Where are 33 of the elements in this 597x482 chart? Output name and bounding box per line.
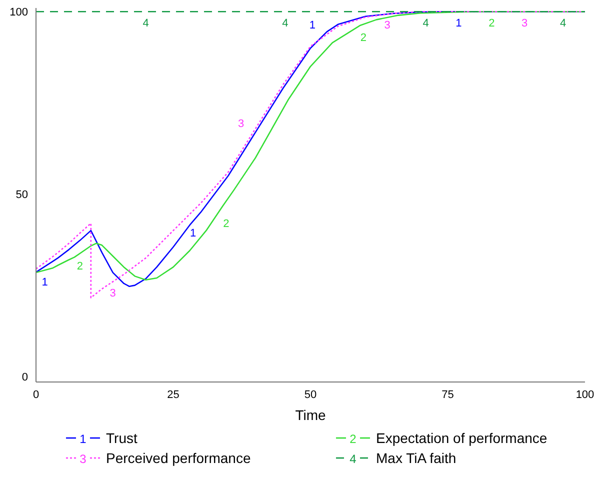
annotation: 4 [560,18,566,30]
x-tick-label: 25 [167,388,180,401]
annotation: 3 [238,118,244,130]
annotation: 3 [522,18,528,30]
text: 1 [80,432,86,446]
annotation: 3 [110,288,116,300]
x-tick-label: 75 [442,388,454,401]
annotation: 4 [282,18,288,30]
x-tick-label: 100 [576,388,594,401]
annotation: 4 [142,18,149,30]
legend-label: Perceived performance [106,450,251,466]
legend-label: Expectation of performance [376,430,548,446]
annotation: 2 [223,218,230,230]
annotation: 4 [422,18,429,30]
annotation: 1 [456,18,462,30]
annotation: 1 [309,20,316,32]
text: 4 [350,452,356,466]
x-tick-label: 0 [32,388,40,401]
legend-label: Max TiA faith [376,450,456,466]
annotation: 2 [360,32,366,44]
legend-label: Trust [106,430,138,446]
annotation: 1 [190,227,196,240]
x-axis-title: Time [295,407,326,423]
y-tick-label: 50 [16,188,28,201]
text: 2 [350,432,356,446]
x-tick-label: 50 [304,388,317,401]
y-tick-label: 0 [22,371,28,384]
annotation: 3 [384,19,390,32]
annotation: 1 [42,276,48,289]
y-tick-label: 100 [10,6,28,19]
text: 3 [80,452,86,466]
annotation: 2 [488,18,495,30]
annotation: 2 [76,260,83,272]
